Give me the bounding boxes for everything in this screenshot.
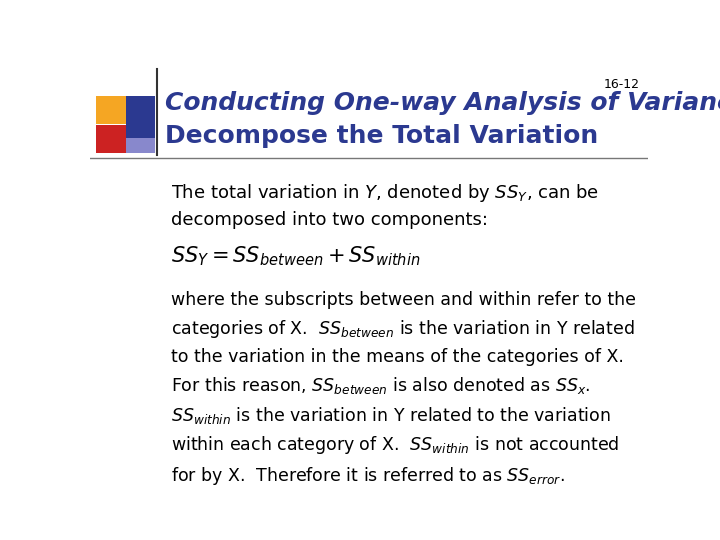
Bar [126,138,156,153]
Text: where the subscripts between and within refer to the
categories of X.  $SS_{betw: where the subscripts between and within … [171,292,636,487]
Text: Conducting One-way Analysis of Variance: Conducting One-way Analysis of Variance [166,91,720,116]
Text: $SS_Y = SS_{between} + SS_{within}$: $SS_Y = SS_{between} + SS_{within}$ [171,245,420,268]
Bar [96,96,126,124]
Text: The total variation in $Y$, denoted by $SS_Y$, can be
decomposed into two compon: The total variation in $Y$, denoted by $… [171,182,599,229]
Text: Decompose the Total Variation: Decompose the Total Variation [166,124,598,148]
Bar [126,96,156,148]
Bar [96,125,126,153]
Text: 16-12: 16-12 [603,78,639,91]
